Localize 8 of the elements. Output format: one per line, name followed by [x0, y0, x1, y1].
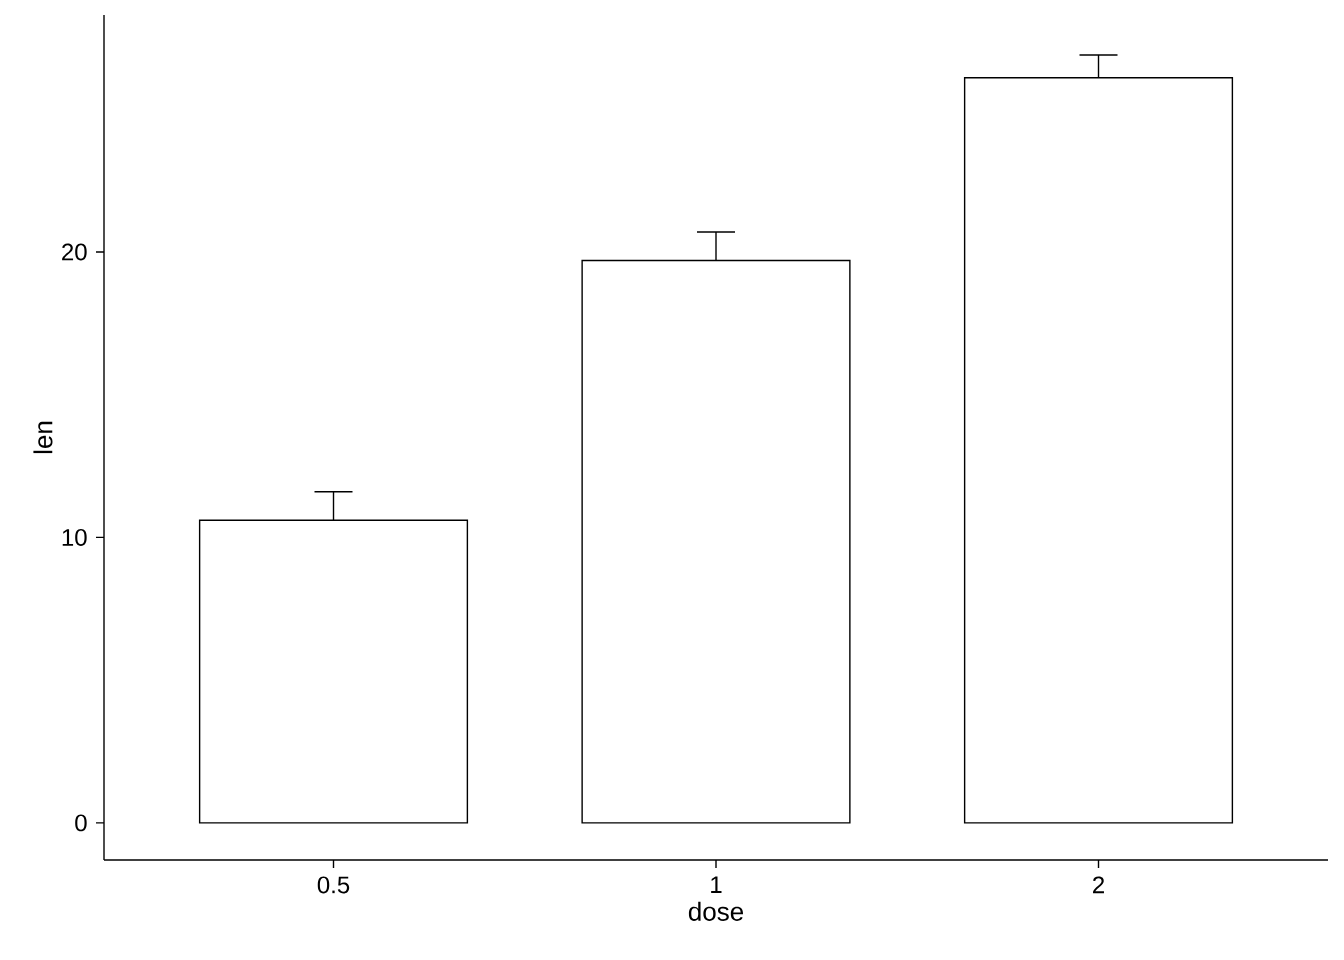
y-axis-title: len	[33, 421, 53, 454]
y-tick-label: 10	[62, 528, 87, 546]
y-tick-label: 0	[75, 814, 87, 832]
y-tick-label: 20	[62, 243, 87, 261]
x-tick-label: 1	[711, 876, 722, 893]
x-tick-label: 2	[1093, 876, 1104, 894]
x-tick-label: 0.5	[317, 876, 350, 894]
x-axis-title: dose	[688, 901, 744, 921]
